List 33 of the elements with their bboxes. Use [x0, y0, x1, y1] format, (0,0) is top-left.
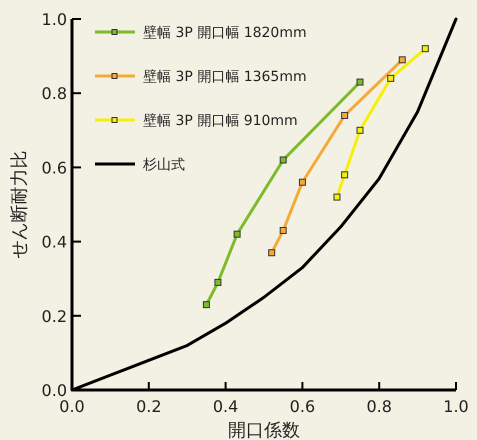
point: [298, 178, 306, 186]
point: [202, 301, 210, 308]
legend-label: 杉山式: [142, 157, 185, 173]
point: [356, 126, 364, 134]
point: [268, 249, 276, 256]
y-tick-label: 1.0: [42, 10, 67, 29]
y-tick-label: 0.0: [42, 381, 67, 400]
x-tick-label: 1.0: [443, 397, 469, 416]
x-tick-label: 0.8: [366, 397, 392, 416]
point: [333, 194, 340, 201]
y-tick-label: 0.4: [42, 232, 67, 252]
y-axis-title: せん断耐力比: [9, 150, 30, 258]
point: [280, 226, 287, 234]
x-tick-label: 0.2: [136, 397, 162, 416]
legend-label: 壁幅 3P 開口幅 1820mm: [143, 25, 307, 41]
point: [341, 112, 348, 119]
point: [398, 56, 406, 64]
point: [234, 230, 241, 238]
point: [341, 171, 348, 178]
y-tick-label: 0.2: [42, 306, 67, 326]
point: [356, 78, 364, 86]
point: [214, 278, 222, 286]
point: [422, 45, 429, 52]
legend-label: 壁幅 3P 開口幅 1365mm: [143, 69, 307, 85]
point: [387, 74, 394, 82]
point: [280, 156, 287, 164]
x-tick-label: 0.4: [212, 397, 238, 416]
x-axis-title: 開口係数: [228, 420, 300, 440]
x-tick-label: 0.6: [290, 397, 316, 416]
y-tick-label: 0.8: [42, 84, 67, 104]
legend-label: 壁幅 3P 開口幅 910mm: [143, 113, 298, 129]
x-tick-label: 0.0: [59, 397, 85, 416]
y-tick-label: 0.6: [42, 158, 67, 178]
